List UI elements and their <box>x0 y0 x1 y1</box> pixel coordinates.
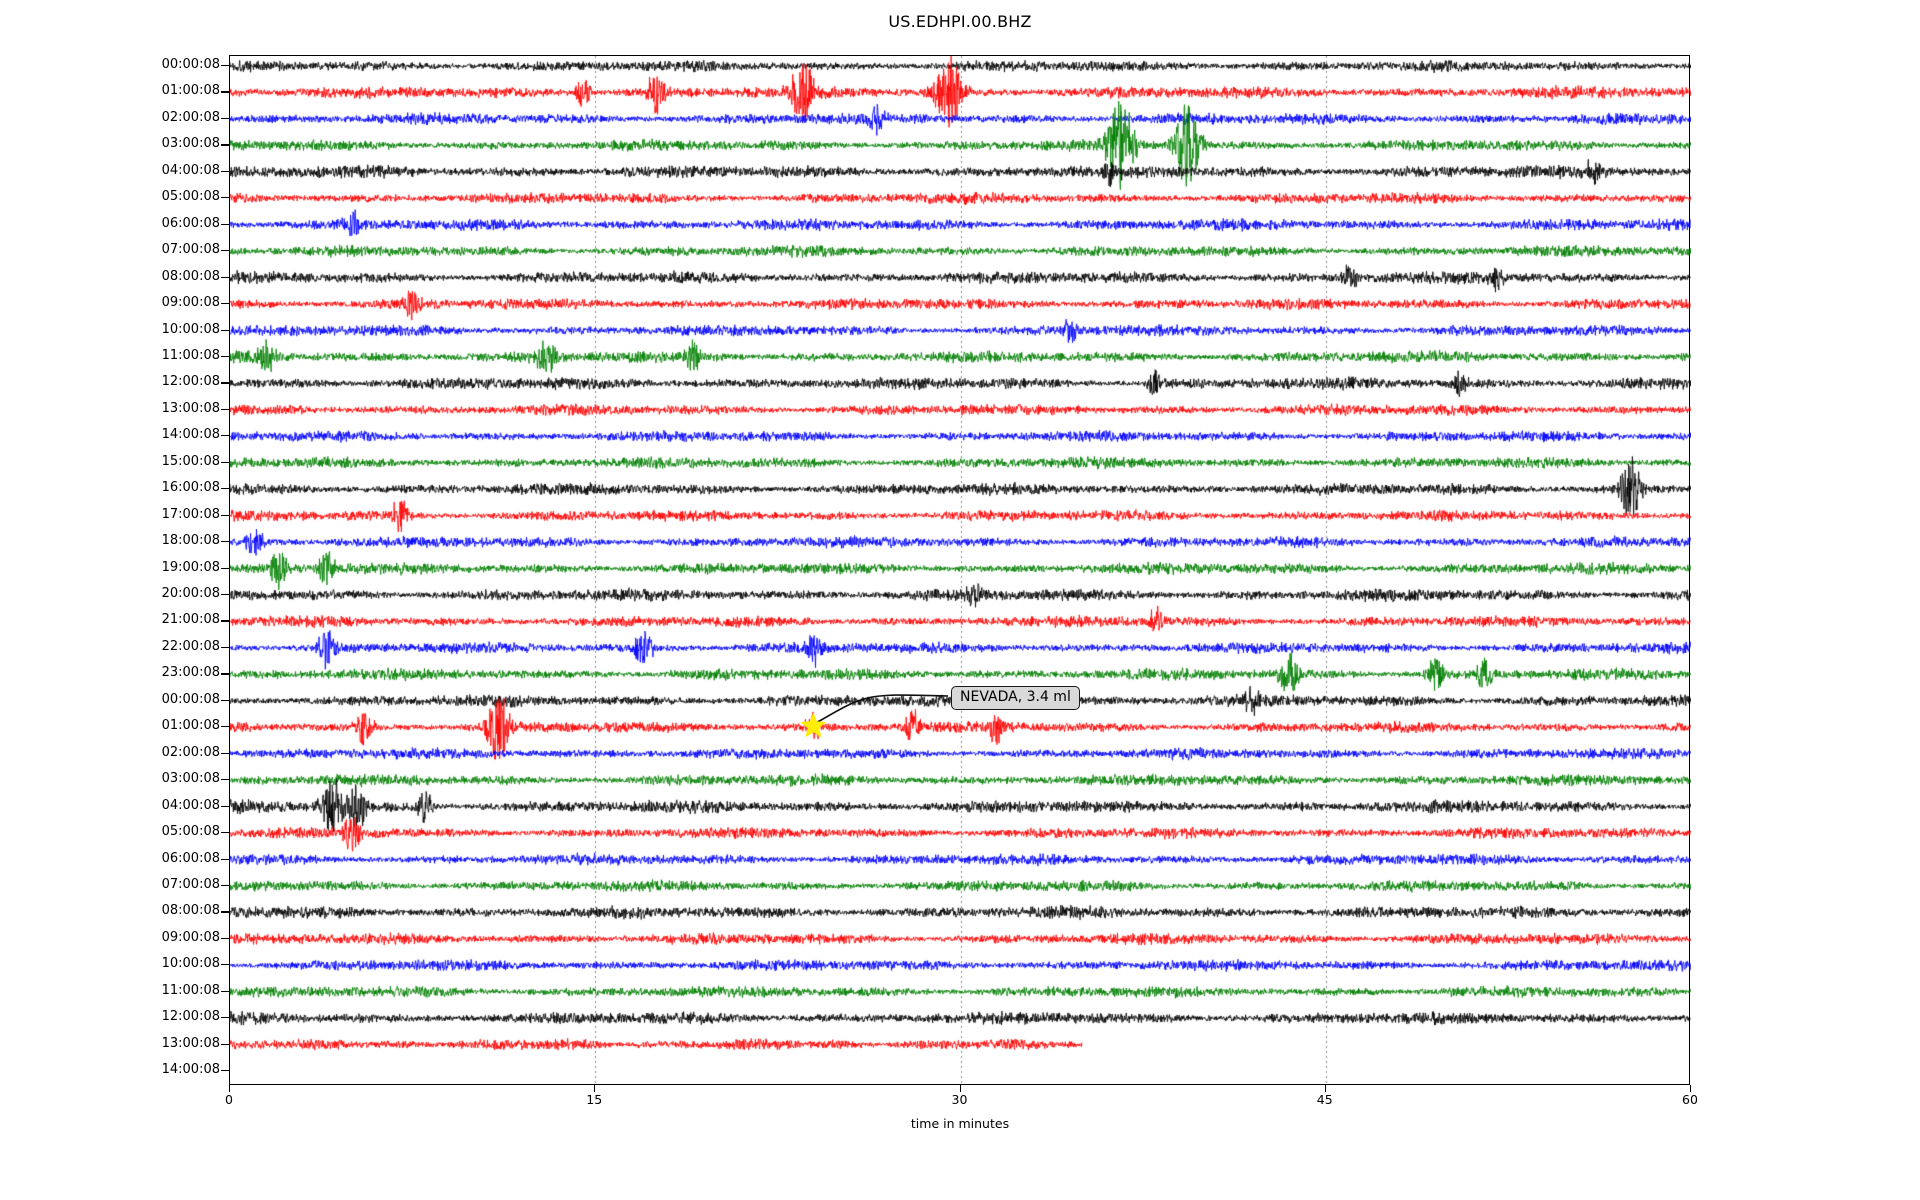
plot-axes-frame <box>229 55 1691 1086</box>
y-axis-tick-label: 01:00:08 <box>161 718 220 734</box>
y-axis-tick-label: 11:00:08 <box>161 982 220 998</box>
y-axis-tick-label: 04:00:08 <box>161 797 220 813</box>
y-axis-tick-mark <box>221 646 229 649</box>
y-axis-tick-mark <box>221 382 229 384</box>
y-axis-tick-mark <box>221 858 229 860</box>
y-axis-tick-mark <box>221 170 229 172</box>
x-axis-label: time in minutes <box>910 1116 1010 1131</box>
y-axis-tick-mark <box>221 276 229 278</box>
y-axis-tick-mark <box>221 303 229 305</box>
y-axis-tick-mark <box>221 250 229 252</box>
x-axis-tick-mark <box>1690 1085 1692 1092</box>
y-axis-tick-mark <box>221 355 229 358</box>
y-axis-tick-label: 10:00:08 <box>161 321 220 337</box>
y-axis-tick-label: 13:00:08 <box>161 1035 220 1051</box>
y-axis-tick-mark <box>221 435 229 437</box>
y-axis-tick-label: 17:00:08 <box>161 506 220 522</box>
x-axis-tick-label: 45 <box>1316 1092 1333 1107</box>
y-axis-tick-label: 18:00:08 <box>161 533 220 549</box>
y-axis-tick-label: 06:00:08 <box>161 215 220 231</box>
y-axis-tick-mark <box>221 699 229 701</box>
y-axis-tick-mark <box>221 726 229 728</box>
y-axis-tick-label: 04:00:08 <box>161 162 220 178</box>
x-axis-tick-mark <box>959 1085 961 1092</box>
y-axis-tick-mark <box>221 884 229 887</box>
y-axis-tick-mark <box>221 911 229 913</box>
y-axis-tick-label: 15:00:08 <box>161 453 220 469</box>
y-axis-tick-label: 03:00:08 <box>161 771 220 787</box>
earthquake-annotation-label: NEVADA, 3.4 ml <box>951 686 1080 711</box>
y-axis-tick-mark <box>221 91 229 93</box>
y-axis-tick-mark <box>221 805 229 807</box>
y-axis-tick-label: 12:00:08 <box>161 374 220 390</box>
y-axis-tick-label: 06:00:08 <box>161 850 220 866</box>
y-axis-tick-label: 07:00:08 <box>161 876 220 892</box>
y-axis-tick-mark <box>221 329 229 331</box>
y-axis-tick-label: 13:00:08 <box>161 400 220 416</box>
y-axis-tick-mark <box>221 779 229 781</box>
y-axis-tick-mark <box>221 408 229 411</box>
y-axis-tick-label: 07:00:08 <box>161 242 220 258</box>
y-axis-tick-label: 19:00:08 <box>161 559 220 575</box>
y-axis-tick-label: 02:00:08 <box>161 744 220 760</box>
y-axis-tick-label: 16:00:08 <box>161 480 220 496</box>
y-axis-tick-label: 08:00:08 <box>161 268 220 284</box>
y-axis-tick-label: 09:00:08 <box>161 929 220 945</box>
y-axis-tick-mark <box>221 673 229 675</box>
y-axis-tick-mark <box>221 1070 229 1072</box>
y-axis-tick-mark <box>221 541 229 543</box>
y-axis-tick-label: 23:00:08 <box>161 665 220 681</box>
y-axis-tick-mark <box>221 117 229 120</box>
y-axis-tick-label: 10:00:08 <box>161 956 220 972</box>
y-axis-tick-label: 20:00:08 <box>161 586 220 601</box>
y-axis-tick-mark <box>221 964 229 966</box>
y-axis-tick-mark <box>221 65 229 67</box>
helicorder-trace-canvas <box>230 56 1691 1086</box>
y-axis-tick-mark <box>221 1017 229 1019</box>
y-axis-tick-mark <box>221 144 229 146</box>
y-axis-tick-mark <box>221 832 229 834</box>
y-axis-tick-label: 00:00:08 <box>161 57 220 72</box>
y-axis-tick-label: 11:00:08 <box>161 347 220 363</box>
y-axis-tick-mark <box>221 461 229 463</box>
y-axis-tick-mark <box>221 594 229 596</box>
y-axis-tick-label: 02:00:08 <box>161 109 220 125</box>
y-axis-tick-mark <box>221 937 229 940</box>
y-axis-tick-mark <box>221 514 229 516</box>
y-axis-tick-label: 14:00:08 <box>161 427 220 443</box>
x-axis-tick-mark <box>594 1085 596 1092</box>
y-axis-tick-mark <box>221 620 229 622</box>
y-axis-tick-label: 00:00:08 <box>161 691 220 707</box>
y-axis-tick-mark <box>221 197 229 199</box>
y-axis-tick-label: 05:00:08 <box>161 189 220 205</box>
y-axis-tick-mark <box>221 752 229 754</box>
y-axis-tick-label: 21:00:08 <box>161 612 220 628</box>
y-axis-tick-label: 22:00:08 <box>161 638 220 654</box>
x-axis-tick-label: 30 <box>951 1092 968 1107</box>
y-axis-tick-label: 09:00:08 <box>161 295 220 311</box>
y-axis-tick-mark <box>221 488 229 490</box>
y-axis-tick-mark <box>221 990 229 992</box>
y-axis-tick-label: 12:00:08 <box>161 1009 220 1025</box>
y-axis-tick-label: 03:00:08 <box>161 136 220 152</box>
y-axis-tick-label: 08:00:08 <box>161 903 220 919</box>
x-axis-tick-label: 60 <box>1682 1092 1698 1107</box>
y-axis-tick-label: 14:00:08 <box>161 1062 220 1078</box>
y-axis-tick-mark <box>221 567 229 569</box>
page-title: US.EDHPI.00.BHZ <box>888 12 1032 31</box>
x-axis-tick-label: 0 <box>225 1092 233 1107</box>
y-axis-tick-label: 01:00:08 <box>161 83 220 99</box>
y-axis-tick-label: 05:00:08 <box>161 824 220 840</box>
x-axis-tick-label: 15 <box>586 1092 603 1107</box>
x-axis-tick-mark <box>229 1085 231 1092</box>
y-axis-tick-mark <box>221 1043 229 1045</box>
y-axis-tick-mark <box>221 223 229 225</box>
x-axis-tick-mark <box>1324 1085 1326 1092</box>
